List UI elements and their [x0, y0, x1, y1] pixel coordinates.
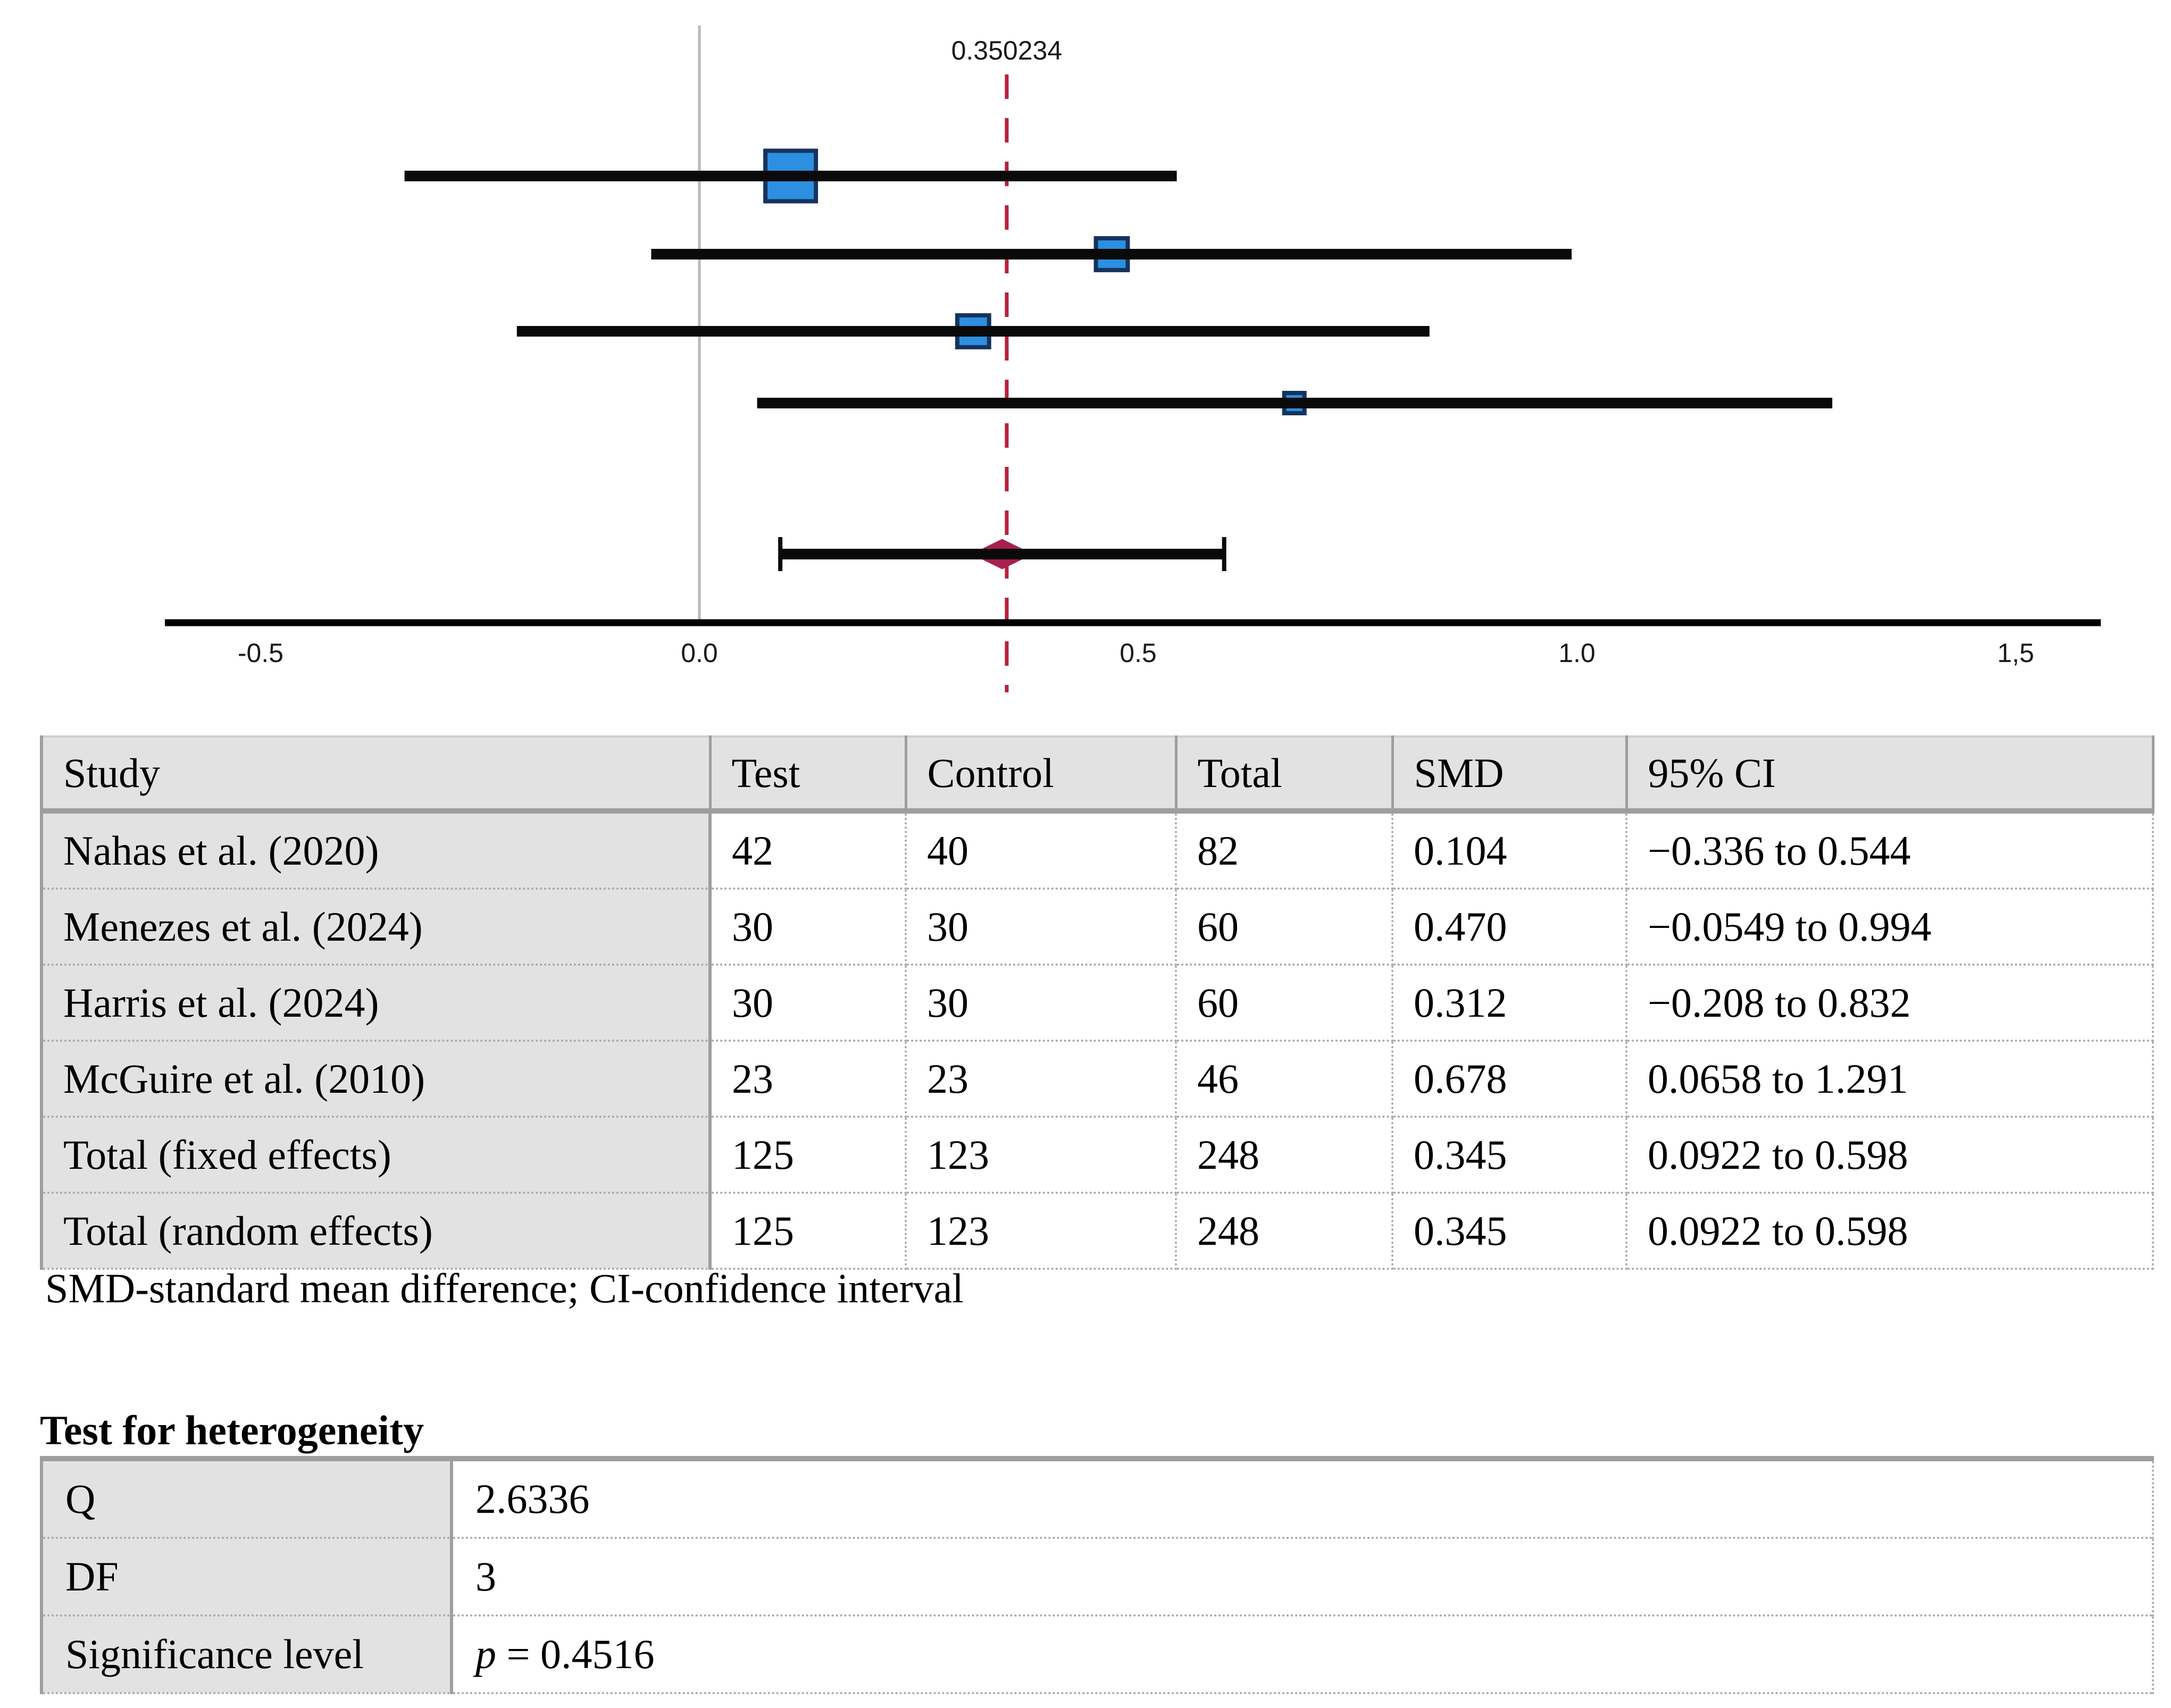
row-label-cell: DF: [41, 1538, 453, 1617]
table-cell: −0.208 to 0.832: [1626, 965, 2154, 1042]
axis-tick-label: 1,5: [1997, 638, 2034, 668]
table-cell: 0.0922 to 0.598: [1626, 1193, 2154, 1270]
table-row: Nahas et al. (2020) 42 40 82 0.104 −0.336 to …: [41, 811, 2154, 890]
table-cell: 0.345: [1392, 1117, 1627, 1194]
table-cell: 123: [906, 1193, 1177, 1270]
table-cell: 40: [906, 811, 1177, 890]
table-footnote: SMD-standard mean difference; CI-confide…: [45, 1265, 964, 1311]
column-header: SMD: [1392, 735, 1628, 814]
table-row: Menezes et al. (2024) 30 30 60 0.470 −0.0549 …: [41, 889, 2154, 966]
forest-plot: 0.350234 -0.5 0.0 0.5 1.0 1,5: [165, 26, 2101, 692]
table-row: Total (random effects) 125 123 248 0.345 0.09…: [41, 1193, 2154, 1270]
table-cell: 0.0658 to 1.291: [1626, 1041, 2154, 1118]
table-cell: 42: [710, 811, 907, 890]
heterogeneity-heading: Test for heterogeneity: [40, 1407, 424, 1453]
table-cell: 23: [710, 1041, 907, 1118]
table-row: Significance level p = 0.4516: [41, 1615, 2154, 1694]
row-label-cell: Q: [41, 1459, 453, 1539]
table-cell: 30: [710, 889, 907, 966]
column-header: Control: [906, 735, 1178, 814]
table-cell: 60: [1176, 889, 1393, 966]
table-cell: 60: [1176, 965, 1393, 1042]
table-cell: 0.470: [1392, 889, 1627, 966]
results-table: Study Test Control Total SMD 95% CI Nahas et …: [40, 735, 2155, 1270]
row-label-cell: Menezes et al. (2024): [41, 889, 712, 966]
table-cell: −0.0549 to 0.994: [1626, 889, 2154, 966]
column-header: Study: [41, 735, 712, 814]
table-row: Harris et al. (2024) 30 30 60 0.312 −0.208 to…: [41, 965, 2154, 1042]
table-cell: 2.6336: [452, 1459, 2154, 1539]
axis-tick-label: 0.0: [681, 638, 718, 668]
table-cell: 3: [452, 1538, 2154, 1617]
row-label-cell: Harris et al. (2024): [41, 965, 712, 1042]
row-label-cell: McGuire et al. (2010): [41, 1041, 712, 1118]
table-cell: 0.678: [1392, 1041, 1627, 1118]
table-cell: 248: [1176, 1117, 1393, 1194]
table-row: Q 2.6336: [41, 1459, 2154, 1539]
row-label-cell: Significance level: [41, 1615, 453, 1694]
table-cell: 0.0922 to 0.598: [1626, 1117, 2154, 1194]
table-cell: 30: [906, 889, 1177, 966]
row-label-cell: Total (random effects): [41, 1193, 712, 1270]
table-cell: 248: [1176, 1193, 1393, 1270]
column-header: 95% CI: [1626, 735, 2155, 814]
table-cell: 0.104: [1392, 811, 1627, 890]
table-cell: p = 0.4516: [452, 1615, 2154, 1694]
table-cell: 30: [710, 965, 907, 1042]
table-row: DF 3: [41, 1538, 2154, 1617]
axis-tick-label: 1.0: [1558, 638, 1596, 668]
axis-tick-label: -0.5: [238, 638, 283, 668]
results-header-row: Study Test Control Total SMD 95% CI: [41, 735, 2155, 814]
table-cell: 123: [906, 1117, 1177, 1194]
table-cell: 0.312: [1392, 965, 1627, 1042]
row-label-cell: Total (fixed effects): [41, 1117, 712, 1194]
table-cell: 125: [710, 1193, 907, 1270]
row-label-cell: Nahas et al. (2020): [41, 811, 712, 890]
table-cell: −0.336 to 0.544: [1626, 811, 2154, 890]
table-row: McGuire et al. (2010) 23 23 46 0.678 0.0658 t…: [41, 1041, 2154, 1118]
axis-tick-label: 0.5: [1120, 638, 1157, 668]
table-cell: 0.345: [1392, 1193, 1627, 1270]
heterogeneity-table: Q 2.6336 DF 3 Significance level p = 0.4516: [40, 1456, 2154, 1694]
table-cell: 46: [1176, 1041, 1393, 1118]
column-header: Total: [1176, 735, 1394, 814]
reference-line-label: 0.350234: [951, 36, 1063, 65]
table-cell: 82: [1176, 811, 1393, 890]
column-header: Test: [710, 735, 907, 814]
table-row: Total (fixed effects) 125 123 248 0.345 0.092…: [41, 1117, 2154, 1194]
table-cell: 125: [710, 1117, 907, 1194]
table-cell: 30: [906, 965, 1177, 1042]
table-cell: 23: [906, 1041, 1177, 1118]
